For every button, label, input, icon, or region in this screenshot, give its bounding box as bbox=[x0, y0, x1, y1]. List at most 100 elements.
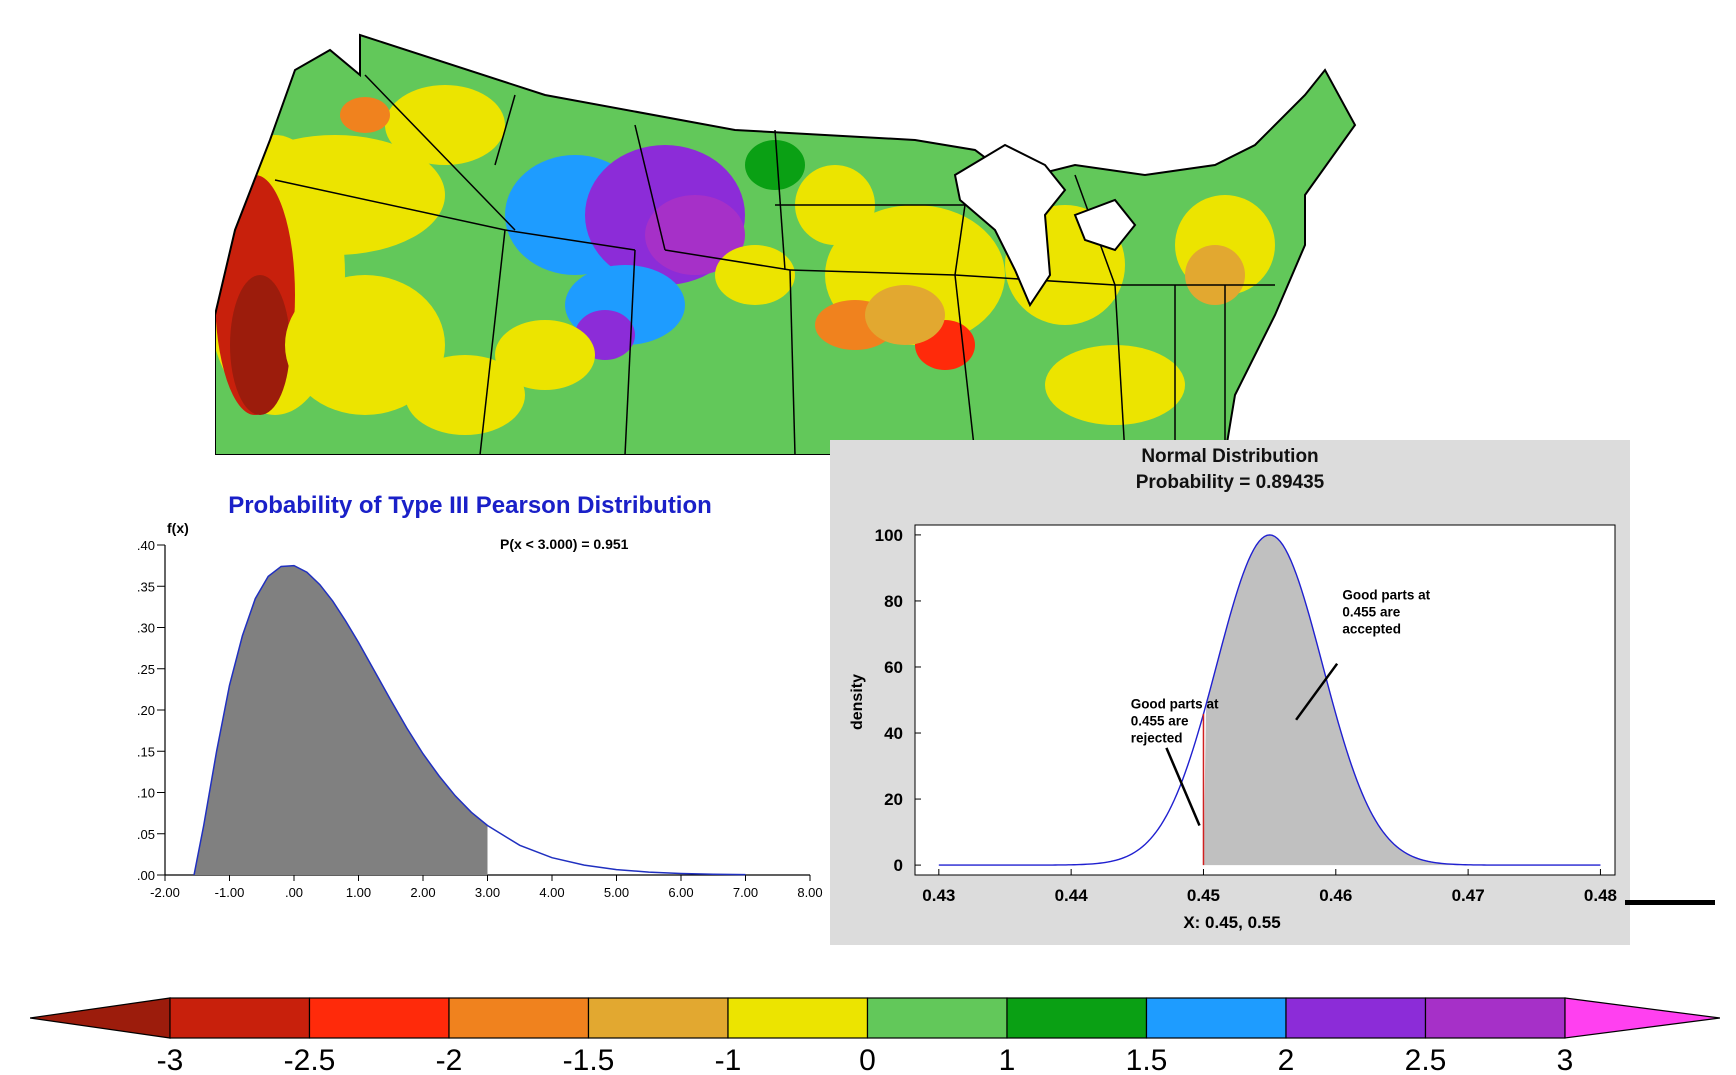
map-state-border bbox=[624, 249, 636, 455]
map-anomaly-patch bbox=[405, 355, 525, 435]
map-state-border bbox=[274, 179, 506, 231]
colorbar-label: 3 bbox=[1557, 1044, 1574, 1075]
map-anomaly-patch bbox=[385, 85, 505, 165]
colorbar-label: 2 bbox=[1278, 1044, 1295, 1075]
pearson-y-label: f(x) bbox=[167, 520, 189, 536]
colorbar-segment bbox=[587, 997, 729, 1039]
map-state-border bbox=[774, 129, 786, 271]
normal-chart-svg: 0.43 0.44 0.45 0.46 0.47 0.48 0 20 40 60 80 100 X: 0… bbox=[849, 524, 1617, 932]
normal-annotation-pointer bbox=[1165, 747, 1201, 826]
normal-annotation-text: 0.455 are bbox=[1342, 604, 1400, 619]
map-legend-line bbox=[1625, 900, 1715, 905]
map-state-border bbox=[789, 269, 796, 455]
map-state-border bbox=[634, 124, 666, 251]
normal-x-tick-label: 0.45 bbox=[1187, 886, 1220, 905]
colorbar-segment bbox=[1006, 997, 1148, 1039]
pearson-y-tick-label: .25 bbox=[137, 662, 155, 677]
pearson-x-tick-label: 5.00 bbox=[604, 885, 629, 900]
pearson-x-tick-label: -2.00 bbox=[150, 885, 180, 900]
pearson-y-tick-label: .00 bbox=[137, 868, 155, 883]
colorbar-segment bbox=[448, 997, 590, 1039]
pearson-annotation: P(x < 3.000) = 0.951 bbox=[500, 536, 629, 552]
map-state-border bbox=[664, 249, 791, 271]
pearson-x-tick-label: .00 bbox=[285, 885, 303, 900]
normal-x-tick-label: 0.44 bbox=[1055, 886, 1089, 905]
colorbar-label: 0 bbox=[859, 1044, 876, 1075]
map-anomaly-patch bbox=[1045, 345, 1185, 425]
pearson-shaded-area bbox=[194, 565, 488, 875]
colorbar-right-arrow bbox=[1564, 997, 1720, 1039]
great-lakes bbox=[1073, 198, 1137, 252]
pearson-y-tick-label: .35 bbox=[137, 579, 155, 594]
normal-y-tick-label: 40 bbox=[884, 724, 903, 743]
colorbar-segment bbox=[1285, 997, 1427, 1039]
pearson-y-tick-label: .10 bbox=[137, 786, 155, 801]
map-anomaly-patch bbox=[715, 245, 795, 305]
map-state-border bbox=[954, 274, 976, 455]
colorbar-label: 1.5 bbox=[1126, 1044, 1168, 1075]
normal-shaded-area bbox=[1203, 534, 1601, 866]
pearson-chart-panel: Probability of Type III Pearson Distribu… bbox=[110, 480, 830, 920]
map-state-border bbox=[954, 204, 966, 276]
map-state-border bbox=[504, 229, 636, 251]
colorbar-left-arrow bbox=[30, 997, 171, 1039]
normal-y-tick-label: 20 bbox=[884, 790, 903, 809]
colorbar-segment bbox=[1424, 997, 1566, 1039]
pearson-x-tick-label: -1.00 bbox=[215, 885, 245, 900]
map-svg bbox=[215, 33, 1357, 455]
normal-x-tick-label: 0.47 bbox=[1452, 886, 1485, 905]
pearson-chart-title: Probability of Type III Pearson Distribu… bbox=[228, 492, 712, 519]
pearson-x-tick-label: 6.00 bbox=[668, 885, 693, 900]
map-outline bbox=[215, 33, 1357, 455]
map-anomaly-patch bbox=[1185, 245, 1245, 305]
pearson-density-line bbox=[193, 564, 746, 876]
normal-x-tick-label: 0.46 bbox=[1319, 886, 1352, 905]
normal-y-tick-label: 0 bbox=[894, 856, 903, 875]
map-state-border bbox=[364, 74, 516, 231]
colorbar-label: -1.5 bbox=[563, 1044, 615, 1075]
colorbar-label: 1 bbox=[999, 1044, 1016, 1075]
pearson-x-tick-label: 4.00 bbox=[539, 885, 564, 900]
pearson-y-tick-label: .20 bbox=[137, 703, 155, 718]
pearson-x-tick-label: 7.00 bbox=[733, 885, 758, 900]
pearson-y-tick-label: .30 bbox=[137, 621, 155, 636]
colorbar-segment bbox=[308, 997, 450, 1039]
normal-annotation-text: Good parts at bbox=[1342, 587, 1430, 602]
map-anomaly-patch bbox=[340, 97, 390, 133]
colorbar-label: -1 bbox=[715, 1044, 742, 1075]
normal-chart-title: Normal Distribution bbox=[1141, 446, 1319, 467]
map-anomaly-patch bbox=[285, 275, 445, 415]
map-state-border bbox=[1114, 284, 1126, 455]
normal-x-tick-label: 0.48 bbox=[1584, 886, 1617, 905]
pearson-chart-svg: .00 .05 .10 .15 .20 .25 .30 .35 .40 -2.00 -1.00 .00… bbox=[137, 520, 823, 900]
normal-chart-panel: Normal Distribution Probability = 0.8943… bbox=[830, 440, 1630, 945]
map-state-border bbox=[789, 269, 956, 276]
pearson-y-tick-label: .05 bbox=[137, 827, 155, 842]
colorbar-label: 2.5 bbox=[1405, 1044, 1447, 1075]
normal-annotation-text: 0.455 are bbox=[1131, 713, 1189, 728]
colorbar-segment bbox=[866, 997, 1008, 1039]
map-anomaly-patch bbox=[230, 275, 290, 415]
pearson-x-tick-label: 2.00 bbox=[410, 885, 435, 900]
colorbar-segment bbox=[727, 997, 869, 1039]
colorbar-segment bbox=[169, 997, 311, 1039]
normal-y-tick-label: 80 bbox=[884, 592, 903, 611]
map-anomaly-patch bbox=[745, 140, 805, 190]
normal-x-tick-label: 0.43 bbox=[922, 886, 955, 905]
map-colorbar: -3 -2.5 -2 -1.5 -1 0 1 1.5 2 2.5 3 bbox=[30, 990, 1720, 1075]
normal-annotation-text: rejected bbox=[1131, 730, 1183, 745]
colorbar-segment bbox=[1145, 997, 1287, 1039]
normal-y-tick-label: 60 bbox=[884, 658, 903, 677]
colorbar-label: -2.5 bbox=[284, 1044, 336, 1075]
map-anomaly-patch bbox=[495, 320, 595, 390]
pearson-x-tick-label: 3.00 bbox=[475, 885, 500, 900]
colorbar-svg: -3 -2.5 -2 -1.5 -1 0 1 1.5 2 2.5 3 bbox=[30, 997, 1720, 1075]
normal-chart-subtitle: Probability = 0.89435 bbox=[1135, 472, 1325, 493]
map-fill bbox=[215, 35, 1355, 455]
normal-density-line bbox=[938, 534, 1601, 866]
great-lakes bbox=[953, 143, 1067, 308]
normal-annotation-pointer bbox=[1295, 662, 1339, 721]
map-anomaly-patch bbox=[645, 195, 745, 275]
pearson-x-tick-label: 1.00 bbox=[346, 885, 371, 900]
normal-annotation-text: Good parts at bbox=[1131, 696, 1219, 711]
